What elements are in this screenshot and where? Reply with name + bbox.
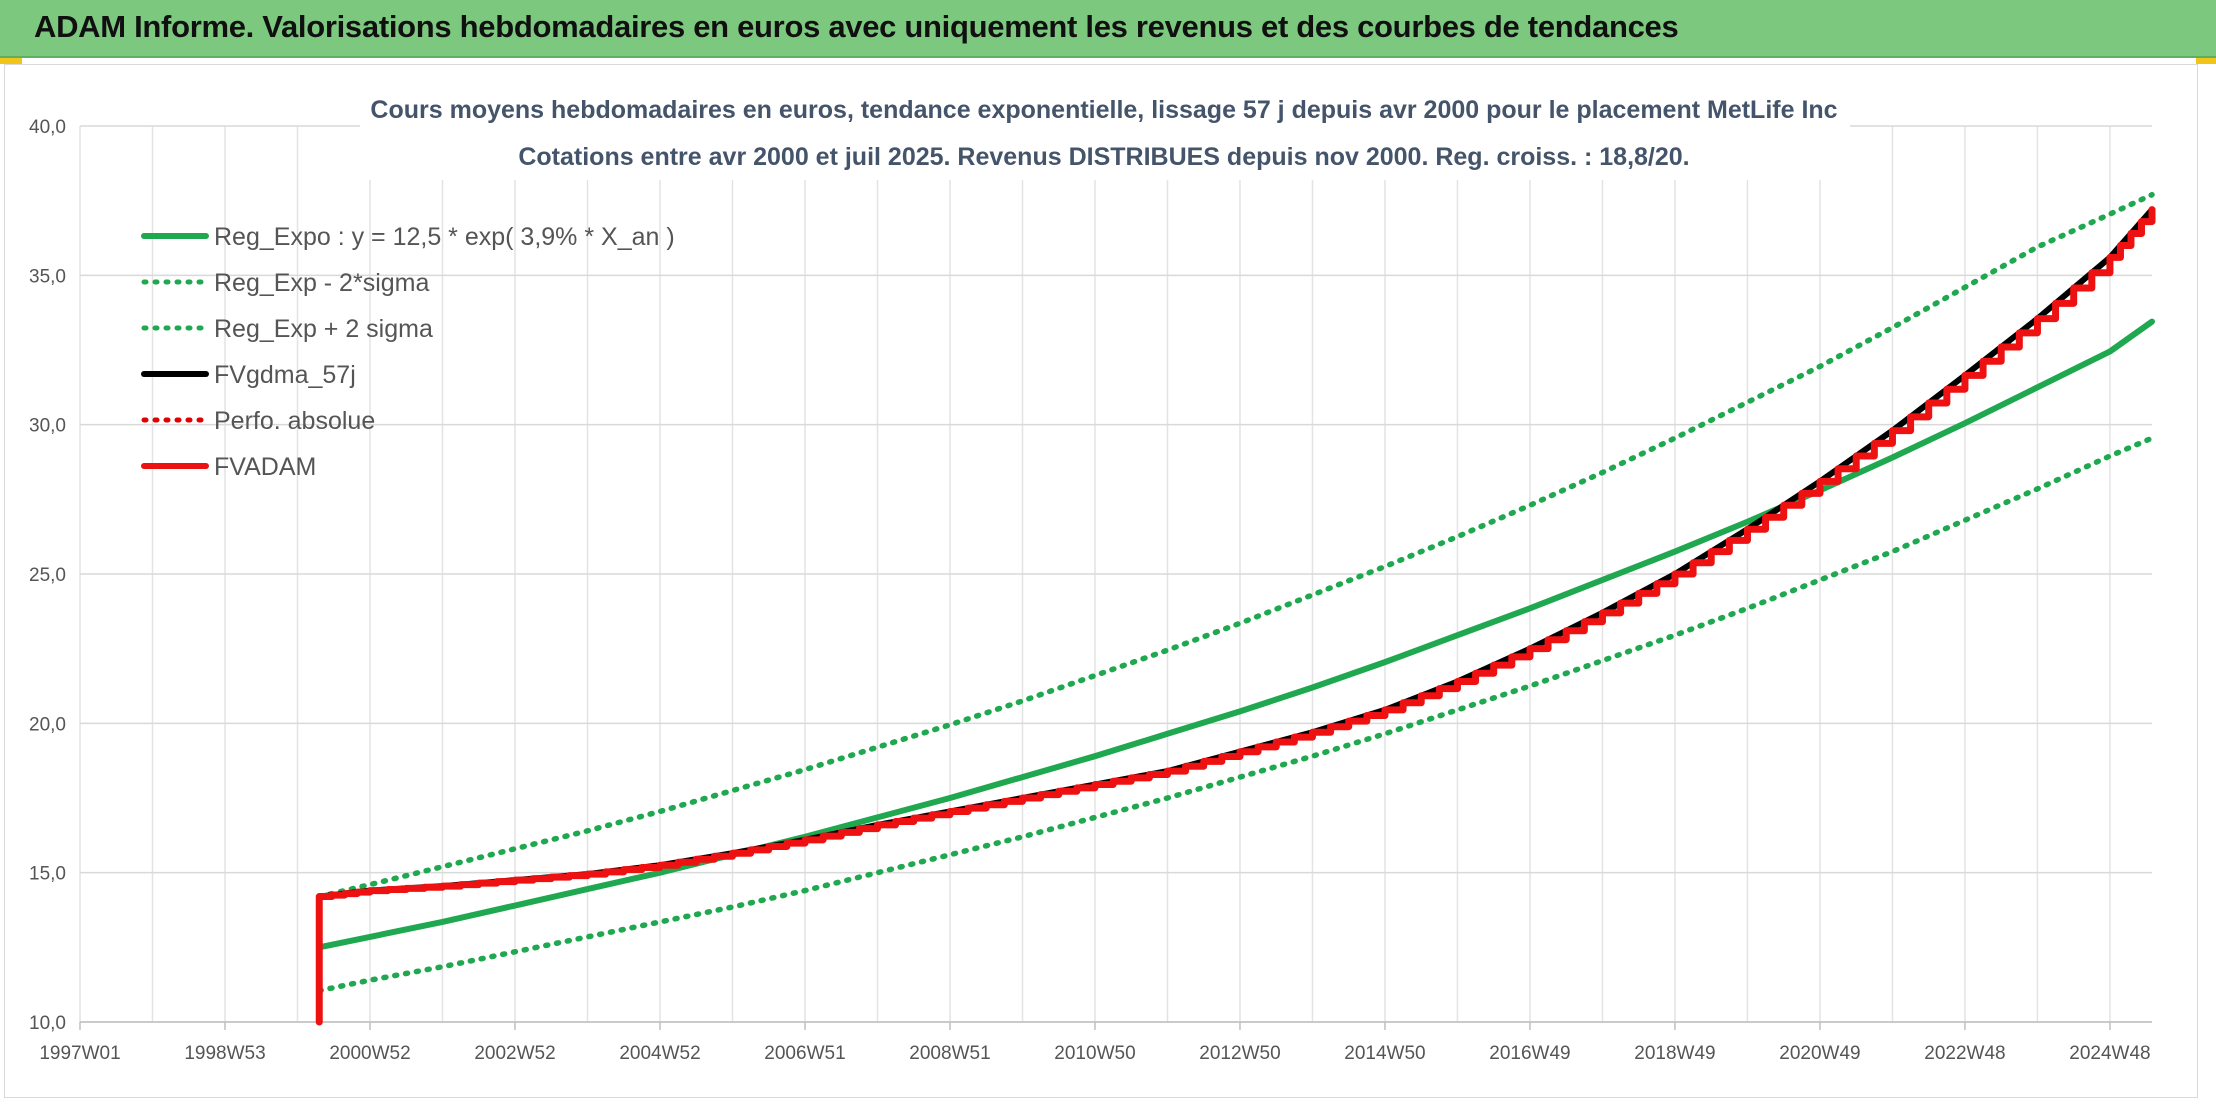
x-tick-label: 2022W48: [1924, 1043, 2005, 1064]
y-tick-label: 30,0: [29, 416, 66, 437]
x-tick-label: 1997W01: [39, 1043, 120, 1064]
series-line-0: [316, 318, 2155, 951]
chart-axes: 10,0 15,0 20,0 25,0 30,0 35,0 40,0 1997W01 1998W…: [29, 117, 2152, 1064]
legend-label: Reg_Exp + 2 sigma: [214, 315, 433, 343]
chart-title-line-1: Cours moyens hebdomadaires en euros, ten…: [370, 96, 1837, 124]
x-tick-label: 2014W50: [1344, 1043, 1425, 1064]
corner-marker-left: [0, 58, 22, 64]
x-tick-label: 2006W51: [764, 1043, 845, 1064]
x-tick-label: 2018W49: [1634, 1043, 1715, 1064]
series-layer: [315, 191, 2156, 1026]
legend-label: Perfo. absolue: [214, 407, 375, 435]
report-header: ADAM Informe. Valorisations hebdomadaire…: [0, 0, 2216, 58]
x-tick-label: 2002W52: [474, 1043, 555, 1064]
y-tick-label: 35,0: [29, 266, 66, 287]
legend-label: FVADAM: [214, 453, 316, 481]
legend-label: Reg_Exp - 2*sigma: [214, 269, 429, 297]
x-tick-label: 2000W52: [329, 1043, 410, 1064]
chart-legend: Reg_Expo : y = 12,5 * exp( 3,9% * X_an )…: [141, 223, 675, 481]
y-tick-label: 15,0: [29, 864, 66, 885]
y-tick-label: 40,0: [29, 117, 66, 138]
chart-title-line-2: Cotations entre avr 2000 et juil 2025. R…: [518, 143, 1689, 171]
legend-label: FVgdma_57j: [214, 361, 356, 389]
x-tick-label: 2004W52: [619, 1043, 700, 1064]
x-tick-label: 2008W51: [909, 1043, 990, 1064]
series-line-3: [316, 206, 2155, 900]
y-tick-label: 20,0: [29, 714, 66, 735]
chart-title-area: Cours moyens hebdomadaires en euros, ten…: [360, 88, 1850, 180]
x-tick-label: 2012W50: [1199, 1043, 1280, 1064]
x-tick-label: 2024W48: [2069, 1043, 2150, 1064]
x-tick-label: 2020W49: [1779, 1043, 1860, 1064]
x-tick-label: 2010W50: [1054, 1043, 1135, 1064]
legend-label: Reg_Expo : y = 12,5 * exp( 3,9% * X_an ): [214, 223, 675, 251]
corner-marker-right: [2196, 58, 2216, 64]
y-tick-label: 10,0: [29, 1013, 66, 1034]
x-tick-label: 2016W49: [1489, 1043, 1570, 1064]
series-line-1: [316, 435, 2155, 994]
report-title: ADAM Informe. Valorisations hebdomadaire…: [34, 9, 1679, 44]
series-line-5: [315, 206, 2156, 1026]
y-tick-label: 25,0: [29, 565, 66, 586]
x-tick-label: 1998W53: [184, 1043, 265, 1064]
series-line-2: [316, 191, 2155, 900]
